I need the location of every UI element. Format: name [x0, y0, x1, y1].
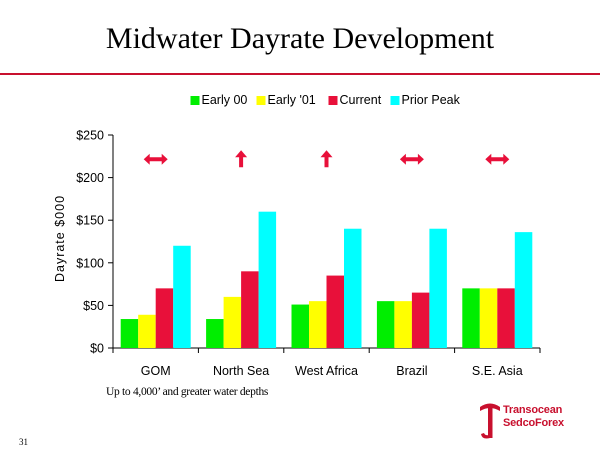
bar-prior-peak-s-e-asia — [514, 232, 533, 348]
x-tick-label: West Africa — [295, 364, 358, 378]
bar-current-brazil — [411, 292, 430, 348]
bar-current-gom — [155, 288, 174, 348]
bar-current-west-africa — [326, 275, 344, 348]
bar-current-s-e-asia — [497, 288, 515, 348]
double-arrow-icon — [143, 153, 168, 165]
bar-early-01-s-e-asia — [479, 288, 498, 348]
bar-early-01-north-sea — [223, 296, 242, 348]
page-number: 31 — [19, 437, 28, 447]
bar-early-00-north-sea — [206, 319, 224, 348]
legend-label: Current — [340, 93, 382, 107]
x-tick-label: S.E. Asia — [472, 364, 523, 378]
up-arrow-icon — [235, 150, 248, 168]
x-tick-label: GOM — [141, 364, 171, 378]
title-divider — [0, 73, 600, 75]
bar-prior-peak-gom — [173, 245, 191, 348]
bar-early-00-gom — [120, 319, 139, 348]
slide-title: Midwater Dayrate Development — [105, 22, 495, 55]
y-tick-label: $250 — [76, 129, 104, 143]
bar-early-00-west-africa — [291, 304, 309, 348]
bar-prior-peak-west-africa — [344, 228, 362, 348]
bar-early-01-brazil — [394, 301, 412, 348]
x-tick-label: North Sea — [213, 364, 269, 378]
up-arrow-icon — [320, 150, 333, 168]
y-tick-label: $50 — [83, 299, 104, 313]
bar-early-01-west-africa — [309, 301, 327, 348]
logo-line-1: Transocean — [503, 404, 563, 416]
logo-wordmark: Transocean SedcoForex — [503, 404, 564, 430]
legend-swatch — [390, 96, 400, 105]
double-arrow-icon — [485, 153, 510, 165]
logo-line-2: SedcoForex — [503, 417, 564, 429]
bar-early-00-s-e-asia — [462, 288, 480, 348]
x-tick-label: Brazil — [396, 364, 427, 378]
company-logo: Transocean SedcoForex — [478, 401, 588, 443]
bar-current-north-sea — [241, 271, 259, 348]
y-tick-label: $200 — [76, 171, 104, 185]
transocean-t-icon — [480, 403, 500, 439]
legend-swatch — [190, 96, 200, 105]
bar-prior-peak-brazil — [429, 228, 447, 348]
y-tick-label: $0 — [90, 342, 104, 356]
legend-swatch — [328, 96, 338, 105]
bar-early-01-gom — [138, 314, 156, 348]
legend-label: Prior Peak — [402, 93, 461, 107]
bar-prior-peak-north-sea — [258, 211, 277, 348]
bar-early-00-brazil — [376, 301, 395, 348]
double-arrow-icon — [399, 153, 424, 165]
y-tick-label: $100 — [76, 256, 104, 270]
y-axis-title: Dayrate $000 — [53, 195, 67, 282]
legend-swatch — [256, 96, 266, 105]
footnote: Up to 4,000’ and greater water depths — [106, 386, 269, 398]
y-tick-label: $150 — [76, 214, 104, 228]
legend-label: Early '01 — [268, 93, 316, 107]
legend-label: Early 00 — [202, 93, 248, 107]
